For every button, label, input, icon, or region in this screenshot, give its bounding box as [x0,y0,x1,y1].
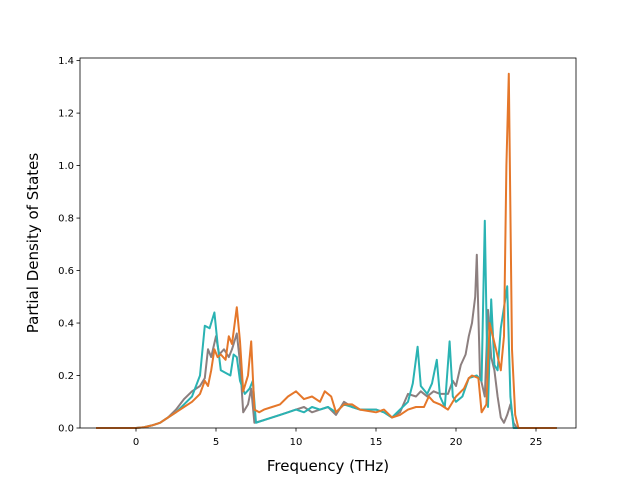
x-tick-label: 10 [290,437,303,448]
tick-layer: 0 5 10 15 20 25 0.0 0.2 0.4 0.6 0.8 1.0 1.2 1.4 [58,56,542,448]
y-tick-label: 1.2 [58,109,74,120]
pdos-series-line-3 [96,72,557,429]
x-tick-label: 20 [450,437,463,448]
y-axis-label: Partial Density of States [24,153,42,334]
x-axis-label: Frequency (THz) [267,457,389,475]
y-tick-label: 0.8 [58,214,74,225]
y-tick-label: 0.2 [58,371,74,382]
axes-frame [79,57,577,429]
y-tick-label: 0.4 [58,319,74,330]
x-tick-label: 0 [133,437,139,448]
x-tick-label: 5 [213,437,219,448]
y-tick-label: 1.0 [58,161,74,172]
y-tick-label: 0.0 [58,424,74,435]
y-tick-label: 1.4 [58,56,74,67]
y-tick-label: 0.6 [58,266,74,277]
x-tick-label: 25 [530,437,543,448]
x-tick-label: 15 [370,437,383,448]
series-layer [96,72,557,429]
